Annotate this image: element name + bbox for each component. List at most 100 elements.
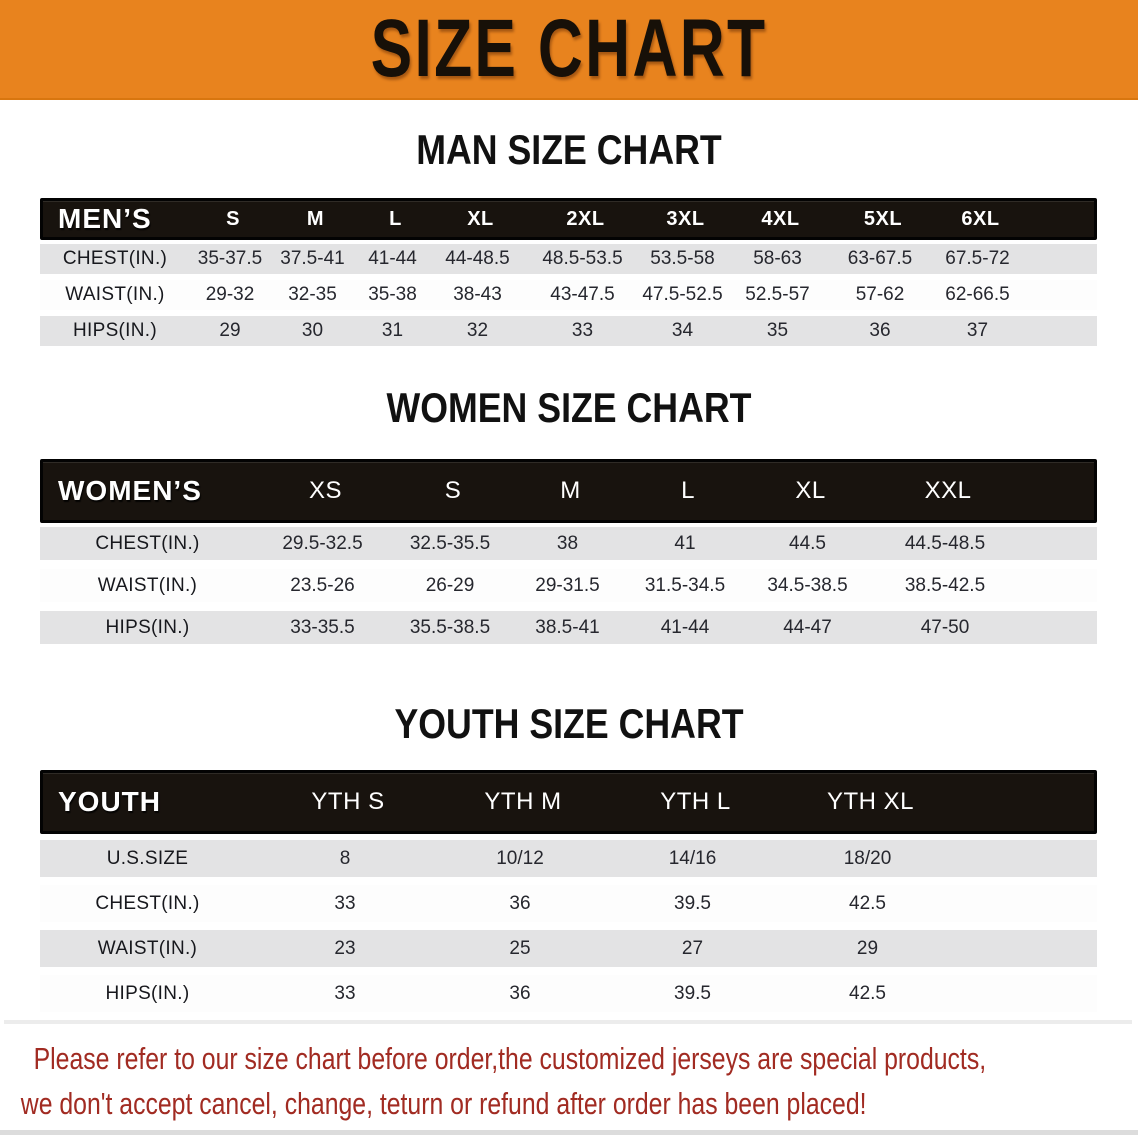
row-label-women-0: CHEST(IN.): [95, 532, 200, 554]
size-sections: MAN SIZE CHART MEN’S S M L XL 2XL 3XL 4XL 5XL 6XL C…: [0, 126, 1138, 1012]
cell-value-youth-1-3: 42.5: [849, 892, 886, 914]
row-label-youth-3: HIPS(IN.): [105, 982, 190, 1004]
size-table-youth: YOUTH YTH S YTH M YTH L YTH XL U.S.SIZE 8 10/12…: [40, 770, 1097, 1012]
cell-value-men-2-4: 33: [571, 320, 594, 341]
table-row-women-0: CHEST(IN.) 29.5-32.5 32.5-35.5 38 41 44.5 44.5…: [40, 527, 1097, 560]
cell-value-men-1-4: 43-47.5: [550, 284, 615, 305]
table-header-youth: YOUTH YTH S YTH M YTH L YTH XL: [40, 770, 1097, 834]
cell-value-women-2-3: 41-44: [660, 616, 710, 638]
table-header-label-men: MEN’S: [58, 203, 152, 234]
page-title: SIZE CHART: [370, 3, 768, 94]
column-header-women-4: XL: [795, 477, 826, 504]
table-header-women: WOMEN’S XS S M L XL XXL: [40, 459, 1097, 523]
bottom-edge-strip: [0, 1130, 1138, 1135]
row-label-men-2: HIPS(IN.): [73, 320, 157, 341]
cell-value-youth-0-2: 14/16: [668, 847, 717, 869]
cell-value-youth-2-2: 27: [681, 937, 704, 959]
column-header-women-2: M: [560, 477, 581, 504]
table-row-youth-2: WAIST(IN.) 23 25 27 29: [40, 930, 1097, 967]
cell-value-women-0-4: 44.5: [789, 532, 826, 554]
cell-value-women-2-2: 38.5-41: [535, 616, 600, 638]
cell-value-women-1-2: 29-31.5: [535, 574, 600, 596]
row-label-youth-2: WAIST(IN.): [97, 937, 198, 959]
section-title-youth: YOUTH SIZE CHART: [394, 700, 744, 747]
column-header-men-6: 4XL: [761, 207, 800, 230]
cell-value-youth-0-1: 10/12: [496, 847, 544, 869]
cell-value-men-0-4: 48.5-53.5: [542, 248, 623, 269]
cell-value-women-1-5: 38.5-42.5: [904, 574, 986, 596]
cell-value-men-1-0: 29-32: [205, 284, 255, 305]
cell-value-men-1-2: 35-38: [368, 284, 417, 305]
cell-value-youth-1-1: 36: [509, 892, 531, 914]
cell-value-women-2-4: 44-47: [783, 616, 832, 638]
disclaimer: Please refer to our size chart before or…: [0, 1036, 1138, 1126]
size-table-men: MEN’S S M L XL 2XL 3XL 4XL 5XL 6XL CHEST(IN.) 35-37…: [40, 198, 1097, 346]
cell-value-men-2-0: 29: [219, 320, 241, 341]
row-label-women-2: HIPS(IN.): [105, 616, 190, 638]
cell-value-women-1-1: 26-29: [425, 574, 475, 596]
table-header-label-women: WOMEN’S: [58, 475, 202, 506]
section-women: WOMEN SIZE CHART WOMEN’S XS S M L XL XXL CHEST(I…: [0, 384, 1138, 644]
cell-value-women-0-1: 32.5-35.5: [409, 532, 491, 554]
table-row-youth-1: CHEST(IN.) 33 36 39.5 42.5: [40, 885, 1097, 922]
column-header-youth-1: YTH M: [484, 788, 562, 815]
cell-value-women-0-3: 41: [674, 532, 696, 554]
table-header-men: MEN’S S M L XL 2XL 3XL 4XL 5XL 6XL: [40, 198, 1097, 240]
cell-value-men-2-3: 32: [466, 320, 489, 341]
table-row-men-0: CHEST(IN.) 35-37.5 37.5-41 41-44 44-48.5 48.5…: [40, 244, 1097, 274]
column-header-youth-2: YTH L: [660, 788, 731, 815]
cell-value-men-0-1: 37.5-41: [280, 248, 345, 269]
row-label-youth-0: U.S.SIZE: [106, 847, 189, 869]
section-title-men: MAN SIZE CHART: [416, 126, 722, 173]
cell-value-men-0-8: 67.5-72: [945, 248, 1010, 269]
cell-value-women-2-0: 33-35.5: [290, 616, 355, 638]
cell-value-women-0-0: 29.5-32.5: [282, 532, 363, 554]
cell-value-women-1-0: 23.5-26: [290, 574, 355, 596]
column-header-youth-0: YTH S: [311, 788, 385, 815]
row-label-men-1: WAIST(IN.): [65, 284, 165, 305]
column-header-men-1: M: [306, 207, 325, 230]
cell-value-women-2-5: 47-50: [920, 616, 970, 638]
cell-value-women-1-4: 34.5-38.5: [767, 574, 848, 596]
cell-value-men-1-7: 57-62: [855, 284, 905, 305]
column-header-men-3: XL: [467, 207, 494, 230]
column-header-men-5: 3XL: [666, 207, 705, 230]
cell-value-youth-2-1: 25: [509, 937, 531, 959]
disclaimer-line-1: Please refer to our size chart before or…: [33, 1041, 987, 1076]
cell-value-youth-2-3: 29: [856, 937, 879, 959]
cell-value-youth-2-0: 23: [334, 937, 356, 959]
cell-value-men-0-2: 41-44: [368, 248, 417, 269]
column-header-men-0: S: [226, 207, 240, 230]
section-men: MAN SIZE CHART MEN’S S M L XL 2XL 3XL 4XL 5XL 6XL C…: [0, 126, 1138, 346]
cell-value-youth-1-0: 33: [334, 892, 356, 914]
table-row-men-2: HIPS(IN.) 29 30 31 32 33 34 35 36 37: [40, 316, 1097, 346]
disclaimer-line-2: we don't accept cancel, change, teturn o…: [20, 1086, 867, 1121]
cell-value-men-0-5: 53.5-58: [650, 248, 715, 269]
cell-value-women-0-2: 38: [556, 532, 579, 554]
cell-value-women-0-5: 44.5-48.5: [904, 532, 986, 554]
banner: SIZE CHART: [0, 0, 1138, 100]
column-header-men-7: 5XL: [863, 207, 903, 230]
cell-value-men-2-2: 31: [381, 320, 404, 341]
cell-value-men-2-1: 30: [301, 320, 324, 341]
cell-value-women-2-1: 35.5-38.5: [409, 616, 491, 638]
table-header-label-youth: YOUTH: [58, 786, 161, 817]
cell-value-men-1-6: 52.5-57: [745, 284, 810, 305]
cell-value-men-1-8: 62-66.5: [945, 284, 1010, 305]
cell-value-men-2-6: 35: [766, 320, 789, 341]
cell-value-men-0-3: 44-48.5: [445, 248, 510, 269]
section-youth: YOUTH SIZE CHART YOUTH YTH S YTH M YTH L YTH …: [0, 700, 1138, 1012]
cell-value-youth-3-2: 39.5: [674, 982, 711, 1004]
cell-value-men-1-1: 32-35: [288, 284, 337, 305]
row-label-youth-1: CHEST(IN.): [95, 892, 200, 914]
divider: [4, 1020, 1132, 1024]
cell-value-men-2-7: 36: [869, 320, 891, 341]
cell-value-men-0-6: 58-63: [753, 248, 802, 269]
cell-value-men-2-5: 34: [671, 320, 694, 341]
cell-value-women-1-3: 31.5-34.5: [644, 574, 726, 596]
cell-value-men-1-5: 47.5-52.5: [642, 284, 723, 305]
column-header-men-2: L: [389, 207, 402, 230]
column-header-youth-3: YTH XL: [826, 788, 915, 815]
column-header-women-0: XS: [308, 477, 342, 504]
